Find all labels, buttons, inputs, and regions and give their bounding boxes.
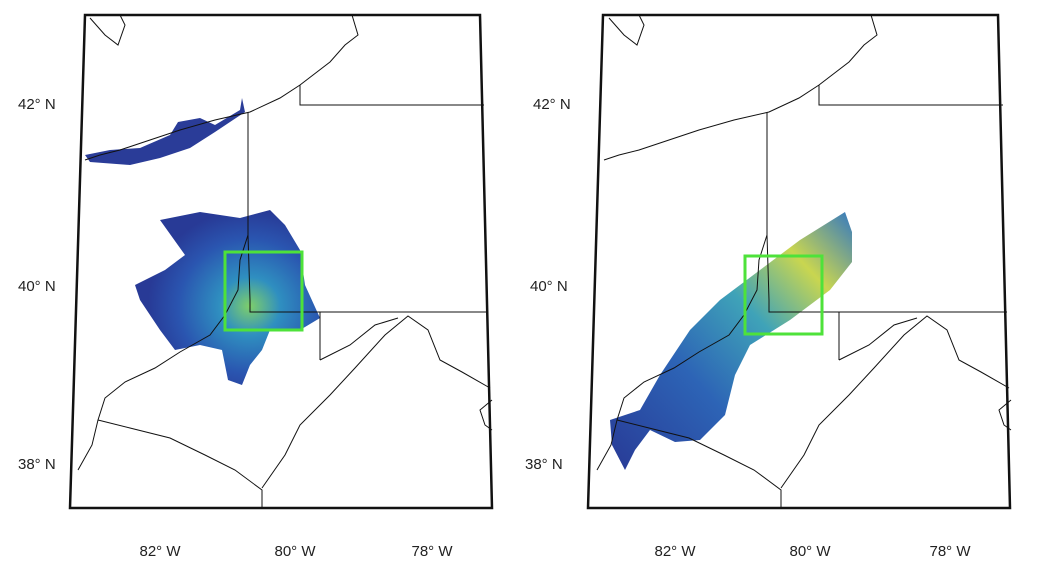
lat-label: 38° N <box>18 456 56 473</box>
plume <box>85 98 320 385</box>
lon-label: 82° W <box>654 543 696 560</box>
lon-label: 82° W <box>139 543 181 560</box>
plume-north <box>85 98 245 165</box>
lat-label: 40° N <box>18 278 56 295</box>
plume <box>610 212 852 470</box>
highlight-box <box>743 254 824 336</box>
map-frame <box>68 13 494 510</box>
lon-label: 80° W <box>789 543 831 560</box>
highlight-box <box>223 250 304 332</box>
panel-left <box>68 13 494 510</box>
lon-label: 78° W <box>411 543 453 560</box>
lat-label: 38° N <box>525 456 563 473</box>
map-frame <box>586 13 1012 510</box>
panel-right <box>586 13 1012 510</box>
lat-label: 42° N <box>533 96 571 113</box>
lon-label: 80° W <box>274 543 316 560</box>
plume-main <box>135 210 320 385</box>
lon-label: 78° W <box>929 543 971 560</box>
lat-label: 42° N <box>18 96 56 113</box>
lat-label: 40° N <box>530 278 568 295</box>
